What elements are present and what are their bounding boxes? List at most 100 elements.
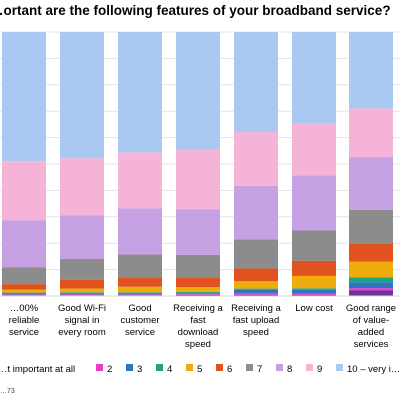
bar-segment — [292, 175, 336, 231]
bar-segment — [2, 294, 46, 296]
bar-segment — [60, 294, 104, 296]
legend-item: 4 — [156, 364, 172, 376]
bar-segment — [349, 108, 393, 158]
bar-segment — [176, 292, 220, 294]
legend-swatch — [216, 364, 223, 371]
bar-segment — [234, 293, 278, 295]
bar-segment — [349, 209, 393, 244]
bar-segment — [2, 32, 46, 162]
x-tick-label: Good Wi-Fi signal in every room — [57, 303, 107, 338]
bar-segment — [118, 32, 162, 153]
bar-segment — [292, 260, 336, 276]
bar-segment — [176, 277, 220, 288]
bar-stack — [60, 32, 104, 296]
legend-item: 3 — [126, 364, 142, 376]
bar-segment — [60, 288, 104, 293]
bar-segment — [234, 288, 278, 290]
bar-segment — [349, 282, 393, 289]
legend-label: 8 — [287, 364, 293, 375]
x-tick-label: Good range of value-added services — [345, 303, 397, 350]
bar-segment — [60, 215, 104, 260]
bar-stack — [2, 32, 46, 296]
legend-label: 7 — [257, 364, 263, 375]
legend-swatch — [276, 364, 283, 371]
legend-item: 5 — [186, 364, 202, 376]
footer-note: …73 — [0, 388, 15, 395]
legend-label: 9 — [317, 364, 323, 375]
bar-segment — [234, 185, 278, 240]
legend-swatch — [186, 364, 193, 371]
bar-segment — [176, 294, 220, 295]
legend-item: 10 – very i… — [336, 364, 400, 376]
bar-stack — [349, 32, 393, 296]
legend-item: …t important at all — [0, 364, 75, 376]
legend-label: 10 – very i… — [347, 364, 400, 375]
bar-segment — [118, 293, 162, 295]
bar-stack — [176, 32, 220, 296]
bar-segment — [118, 254, 162, 278]
bar-segment — [234, 32, 278, 133]
bar-segment — [234, 132, 278, 186]
bar-segment — [118, 294, 162, 296]
bar-segment — [292, 293, 336, 295]
x-tick-label: Good customer service — [120, 303, 160, 338]
bar-segment — [234, 294, 278, 296]
bar-segment — [292, 32, 336, 124]
bar-segment — [2, 284, 46, 290]
bar-segment — [118, 277, 162, 287]
legend-item: 2 — [96, 364, 112, 376]
legend-swatch — [126, 364, 133, 371]
legend-item: 9 — [306, 364, 322, 376]
bar-segment — [349, 32, 393, 109]
bar-segment — [176, 149, 220, 210]
bar-segment — [176, 254, 220, 278]
bar-segment — [292, 230, 336, 261]
legend-label: 6 — [227, 364, 233, 375]
bar-segment — [292, 275, 336, 289]
bar-segment — [292, 289, 336, 294]
bar-segment — [118, 152, 162, 209]
bar-segment — [2, 289, 46, 293]
bar-segment — [234, 239, 278, 269]
bar-segment — [234, 281, 278, 289]
legend-item: 7 — [246, 364, 262, 376]
bar-segment — [292, 294, 336, 296]
bar-stack — [118, 32, 162, 296]
bar-segment — [60, 259, 104, 280]
bar-segment — [349, 157, 393, 210]
bar-segment — [60, 158, 104, 216]
bar-segment — [118, 208, 162, 255]
legend-swatch — [96, 364, 103, 371]
bar-segment — [176, 293, 220, 295]
bar-segment — [292, 123, 336, 176]
x-tick-label: Low cost — [295, 303, 333, 314]
bar-segment — [176, 32, 220, 150]
legend-label: 5 — [197, 364, 203, 375]
bar-segment — [2, 220, 46, 268]
bar-segment — [349, 243, 393, 262]
bar-segment — [176, 294, 220, 296]
legend: …t important at all 2 3 4 5 6 7 8 9 10 – very i… — [0, 364, 400, 378]
legend-swatch — [246, 364, 253, 371]
legend-item: 8 — [276, 364, 292, 376]
x-tick-label: Receiving a fast download speed — [173, 303, 223, 350]
bar-segment — [292, 288, 336, 290]
legend-swatch — [336, 364, 343, 371]
bar-segment — [2, 292, 46, 294]
bar-segment — [118, 286, 162, 293]
legend-label: 3 — [137, 364, 143, 375]
legend-swatch — [156, 364, 163, 371]
bar-segment — [349, 288, 393, 291]
legend-label: …t important at all — [0, 364, 76, 375]
bar-segment — [60, 32, 104, 159]
bar-segment — [176, 209, 220, 255]
chart-title: …ortant are the following features of yo… — [0, 3, 391, 18]
legend-item: 6 — [216, 364, 232, 376]
bar-segment — [234, 268, 278, 282]
bar-stack — [234, 32, 278, 296]
bar-segment — [234, 289, 278, 294]
bar-stack — [292, 32, 336, 296]
bar-segment — [2, 293, 46, 295]
legend-label: 4 — [167, 364, 173, 375]
